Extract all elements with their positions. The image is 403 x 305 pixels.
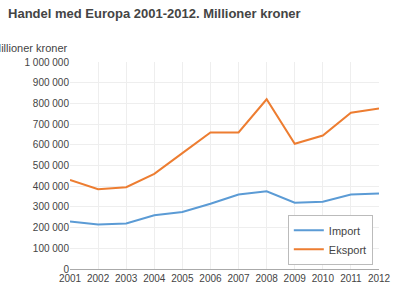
svg-text:800 000: 800 000 [33, 98, 70, 109]
svg-text:Import: Import [329, 225, 360, 237]
svg-text:Handel med Europa 2001-2012. M: Handel med Europa 2001-2012. Millioner k… [8, 6, 301, 21]
svg-text:2001: 2001 [59, 273, 82, 284]
svg-text:400 000: 400 000 [33, 181, 70, 192]
svg-text:2008: 2008 [256, 273, 279, 284]
svg-text:2006: 2006 [199, 273, 222, 284]
svg-text:Millioner kroner: Millioner kroner [0, 42, 68, 54]
svg-text:2011: 2011 [340, 273, 362, 284]
svg-text:700 000: 700 000 [33, 119, 70, 130]
svg-text:2010: 2010 [312, 273, 335, 284]
svg-text:2005: 2005 [171, 273, 194, 284]
svg-text:600 000: 600 000 [33, 139, 70, 150]
svg-text:0: 0 [63, 264, 69, 275]
svg-text:2012: 2012 [368, 273, 391, 284]
svg-text:200 000: 200 000 [33, 222, 70, 233]
svg-text:Eksport: Eksport [329, 244, 366, 256]
svg-text:2002: 2002 [87, 273, 110, 284]
svg-text:2009: 2009 [284, 273, 307, 284]
svg-text:100 000: 100 000 [33, 243, 70, 254]
svg-text:300 000: 300 000 [33, 201, 70, 212]
svg-text:2004: 2004 [143, 273, 166, 284]
svg-text:900 000: 900 000 [33, 77, 70, 88]
svg-text:1 000 000: 1 000 000 [25, 57, 70, 68]
svg-text:2007: 2007 [227, 273, 250, 284]
svg-text:2003: 2003 [115, 273, 138, 284]
svg-text:500 000: 500 000 [33, 160, 70, 171]
